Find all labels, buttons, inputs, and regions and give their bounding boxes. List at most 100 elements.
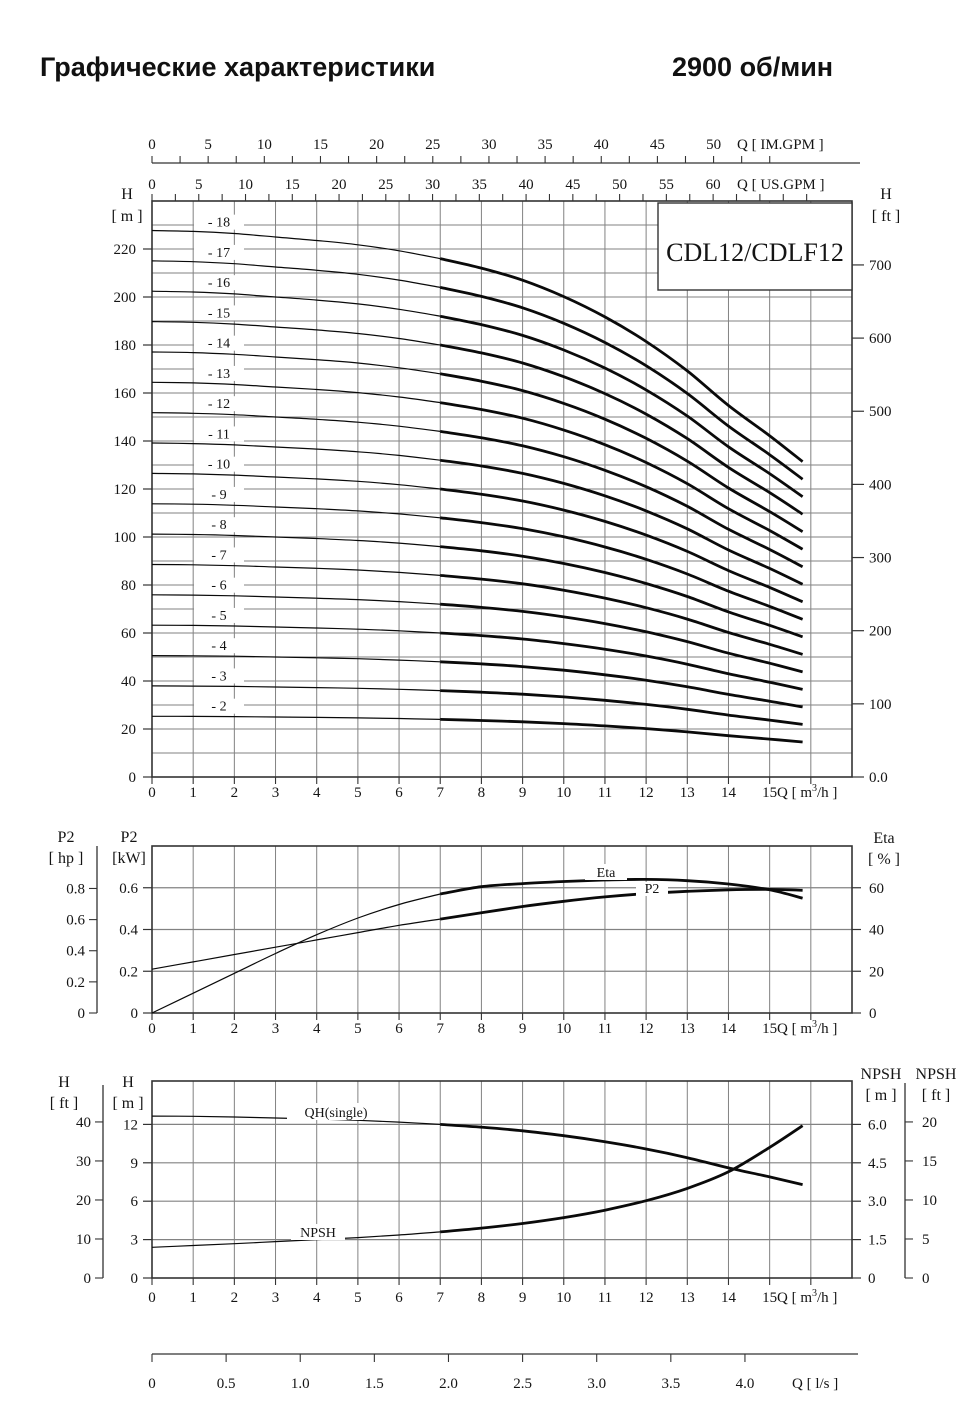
qh-curve-13-stages-thin [151, 381, 441, 404]
flow-ls-tick: 3.5 [661, 1376, 680, 1392]
head-ft-tick: 600 [869, 331, 892, 347]
flow-ls-tick: 1.5 [365, 1376, 384, 1392]
flow-tick: 8 [478, 1290, 486, 1306]
flow-ls-tick: 4.0 [736, 1376, 755, 1392]
qh-curve-10-stages-bold [440, 487, 804, 604]
stage-label-9: - 9 [211, 488, 226, 503]
qh-curve-15-stages-thin [151, 321, 441, 346]
flow-tick: 14 [721, 785, 737, 801]
qh-curve-7-stages-thin [151, 563, 441, 576]
eta-tick: 0 [869, 1006, 877, 1022]
main-flow-axis: 0 1 2 3 4 5 6 7 8 9 10 11 12 13 14 15 Q [ m3/h ] [148, 777, 837, 801]
flow-ls-tick: 0 [148, 1376, 156, 1392]
npsh-ft-header-unit: [ ft ] [922, 1087, 950, 1104]
p2-curve-bold [439, 888, 803, 921]
flow-tick: 4 [313, 1021, 321, 1037]
us-gpm-tick: 35 [472, 177, 487, 193]
qh-curve-7-stages-bold [440, 574, 804, 656]
npsh-label: NPSH [300, 1226, 336, 1241]
flow-ls-axis: 0 0.5 1.0 1.5 2.0 2.5 3.0 3.5 4.0 Q [ l/s ] [148, 1353, 858, 1392]
flow-ls-tick: 2.5 [513, 1376, 532, 1392]
eta-axis: 0 20 40 60 Eta [ % ] [852, 830, 900, 1022]
qh-curve-11-stages-thin [151, 442, 441, 461]
head-m-tick: 160 [114, 386, 137, 402]
npsh-m-tick: 0 [868, 1271, 876, 1287]
us-gpm-tick: 10 [238, 177, 253, 193]
qh-ft-header-unit: [ ft ] [50, 1095, 78, 1112]
qh-curve-16-stages-bold [439, 314, 804, 498]
flow-tick: 7 [436, 1021, 444, 1037]
head-m-tick: 60 [121, 626, 136, 642]
power-curve-labels: Eta P2 [585, 864, 668, 897]
head-m-header-unit: [ m ] [111, 208, 142, 225]
us-gpm-tick: 40 [519, 177, 534, 193]
flow-tick: 13 [680, 1290, 695, 1306]
eta-tick: 60 [869, 881, 884, 897]
qh-ft-tick: 0 [84, 1271, 92, 1287]
qh-curve-12-stages-thin [151, 412, 441, 432]
stage-label-15-bg [194, 305, 244, 321]
stage-label-7-bg [194, 547, 244, 563]
qh-curve-13-stages-bold [439, 401, 804, 551]
stage-label-6-bg [194, 577, 244, 593]
head-m-tick: 80 [121, 578, 136, 594]
stage-label-4: - 4 [211, 639, 226, 654]
flow-ls-tick: 0.5 [217, 1376, 236, 1392]
x-axis-unit-m3h: Q [ m3/h ] [777, 1288, 837, 1306]
head-m-tick: 100 [114, 530, 137, 546]
flow-tick: 15 [762, 1021, 777, 1037]
flow-tick: 3 [272, 785, 280, 801]
qh-curve-9-stages-thin [151, 503, 441, 519]
qh-npsh-curve-labels: QH(single) NPSH [287, 1103, 385, 1241]
eta-tick: 40 [869, 923, 884, 939]
flow-tick: 6 [395, 1021, 403, 1037]
p2-hp-tick: 0 [78, 1006, 86, 1022]
qh-curve-2-stages-thin [151, 715, 441, 720]
flow-tick: 8 [478, 1021, 486, 1037]
flow-tick: 3 [272, 1021, 280, 1037]
stage-label-18-bg [194, 214, 244, 230]
flow-tick: 4 [313, 1290, 321, 1306]
head-m-tick: 0 [129, 770, 137, 786]
npsh-m-tick: 1.5 [868, 1233, 887, 1249]
p2-kw-header-unit: [kW] [112, 850, 146, 867]
im-gpm-unit: Q [ IM.GPM ] [737, 137, 824, 153]
power-curves [151, 877, 803, 1014]
stage-label-16: - 16 [208, 276, 230, 291]
us-gpm-tick: 15 [285, 177, 300, 193]
flow-tick: 10 [556, 1021, 571, 1037]
npsh-ft-header: NPSH [916, 1066, 957, 1083]
qh-curve-4-stages-thin [151, 655, 441, 663]
stage-label-12-bg [194, 396, 244, 412]
stage-label-11-bg [194, 426, 244, 442]
flow-tick: 1 [189, 1021, 197, 1037]
npsh-label-bg [291, 1224, 345, 1240]
qh-m-tick: 3 [131, 1233, 139, 1249]
qh-curve-15-stages-bold [439, 343, 804, 516]
stage-label-7: - 7 [211, 548, 226, 563]
head-m-tick: 220 [114, 242, 137, 258]
im-gpm-tick: 15 [313, 137, 328, 153]
stage-label-5-bg [194, 607, 244, 623]
flow-tick: 15 [762, 1290, 777, 1306]
power-flow-axis: 0 1 2 3 4 5 6 7 8 9 10 11 12 13 14 15 Q [ m3/h ] [148, 1013, 837, 1037]
power-hp-axis: 0 0.2 0.4 0.6 0.8 P2 [ hp ] [49, 829, 98, 1022]
p2-kw-tick: 0 [131, 1006, 139, 1022]
qh-m-tick: 6 [131, 1194, 139, 1210]
flow-tick: 8 [478, 785, 486, 801]
qh-curve-16-stages-thin [151, 290, 441, 317]
p2-hp-tick: 0.8 [66, 881, 85, 897]
im-gpm-tick: 10 [257, 137, 272, 153]
qh-ft-tick: 10 [76, 1232, 91, 1248]
p2-hp-header: P2 [58, 829, 75, 846]
eta-curve-label-bg [585, 864, 627, 880]
p2-kw-tick: 0.4 [119, 923, 138, 939]
flow-tick: 2 [231, 785, 239, 801]
head-ft-tick: 700 [869, 258, 892, 274]
qh-curve-17-stages-thin [151, 260, 441, 288]
qh-npsh-grid [152, 1081, 852, 1278]
power-grid [152, 846, 852, 1013]
npsh-ft-tick: 10 [922, 1193, 937, 1209]
npsh-m-tick: 4.5 [868, 1156, 887, 1172]
